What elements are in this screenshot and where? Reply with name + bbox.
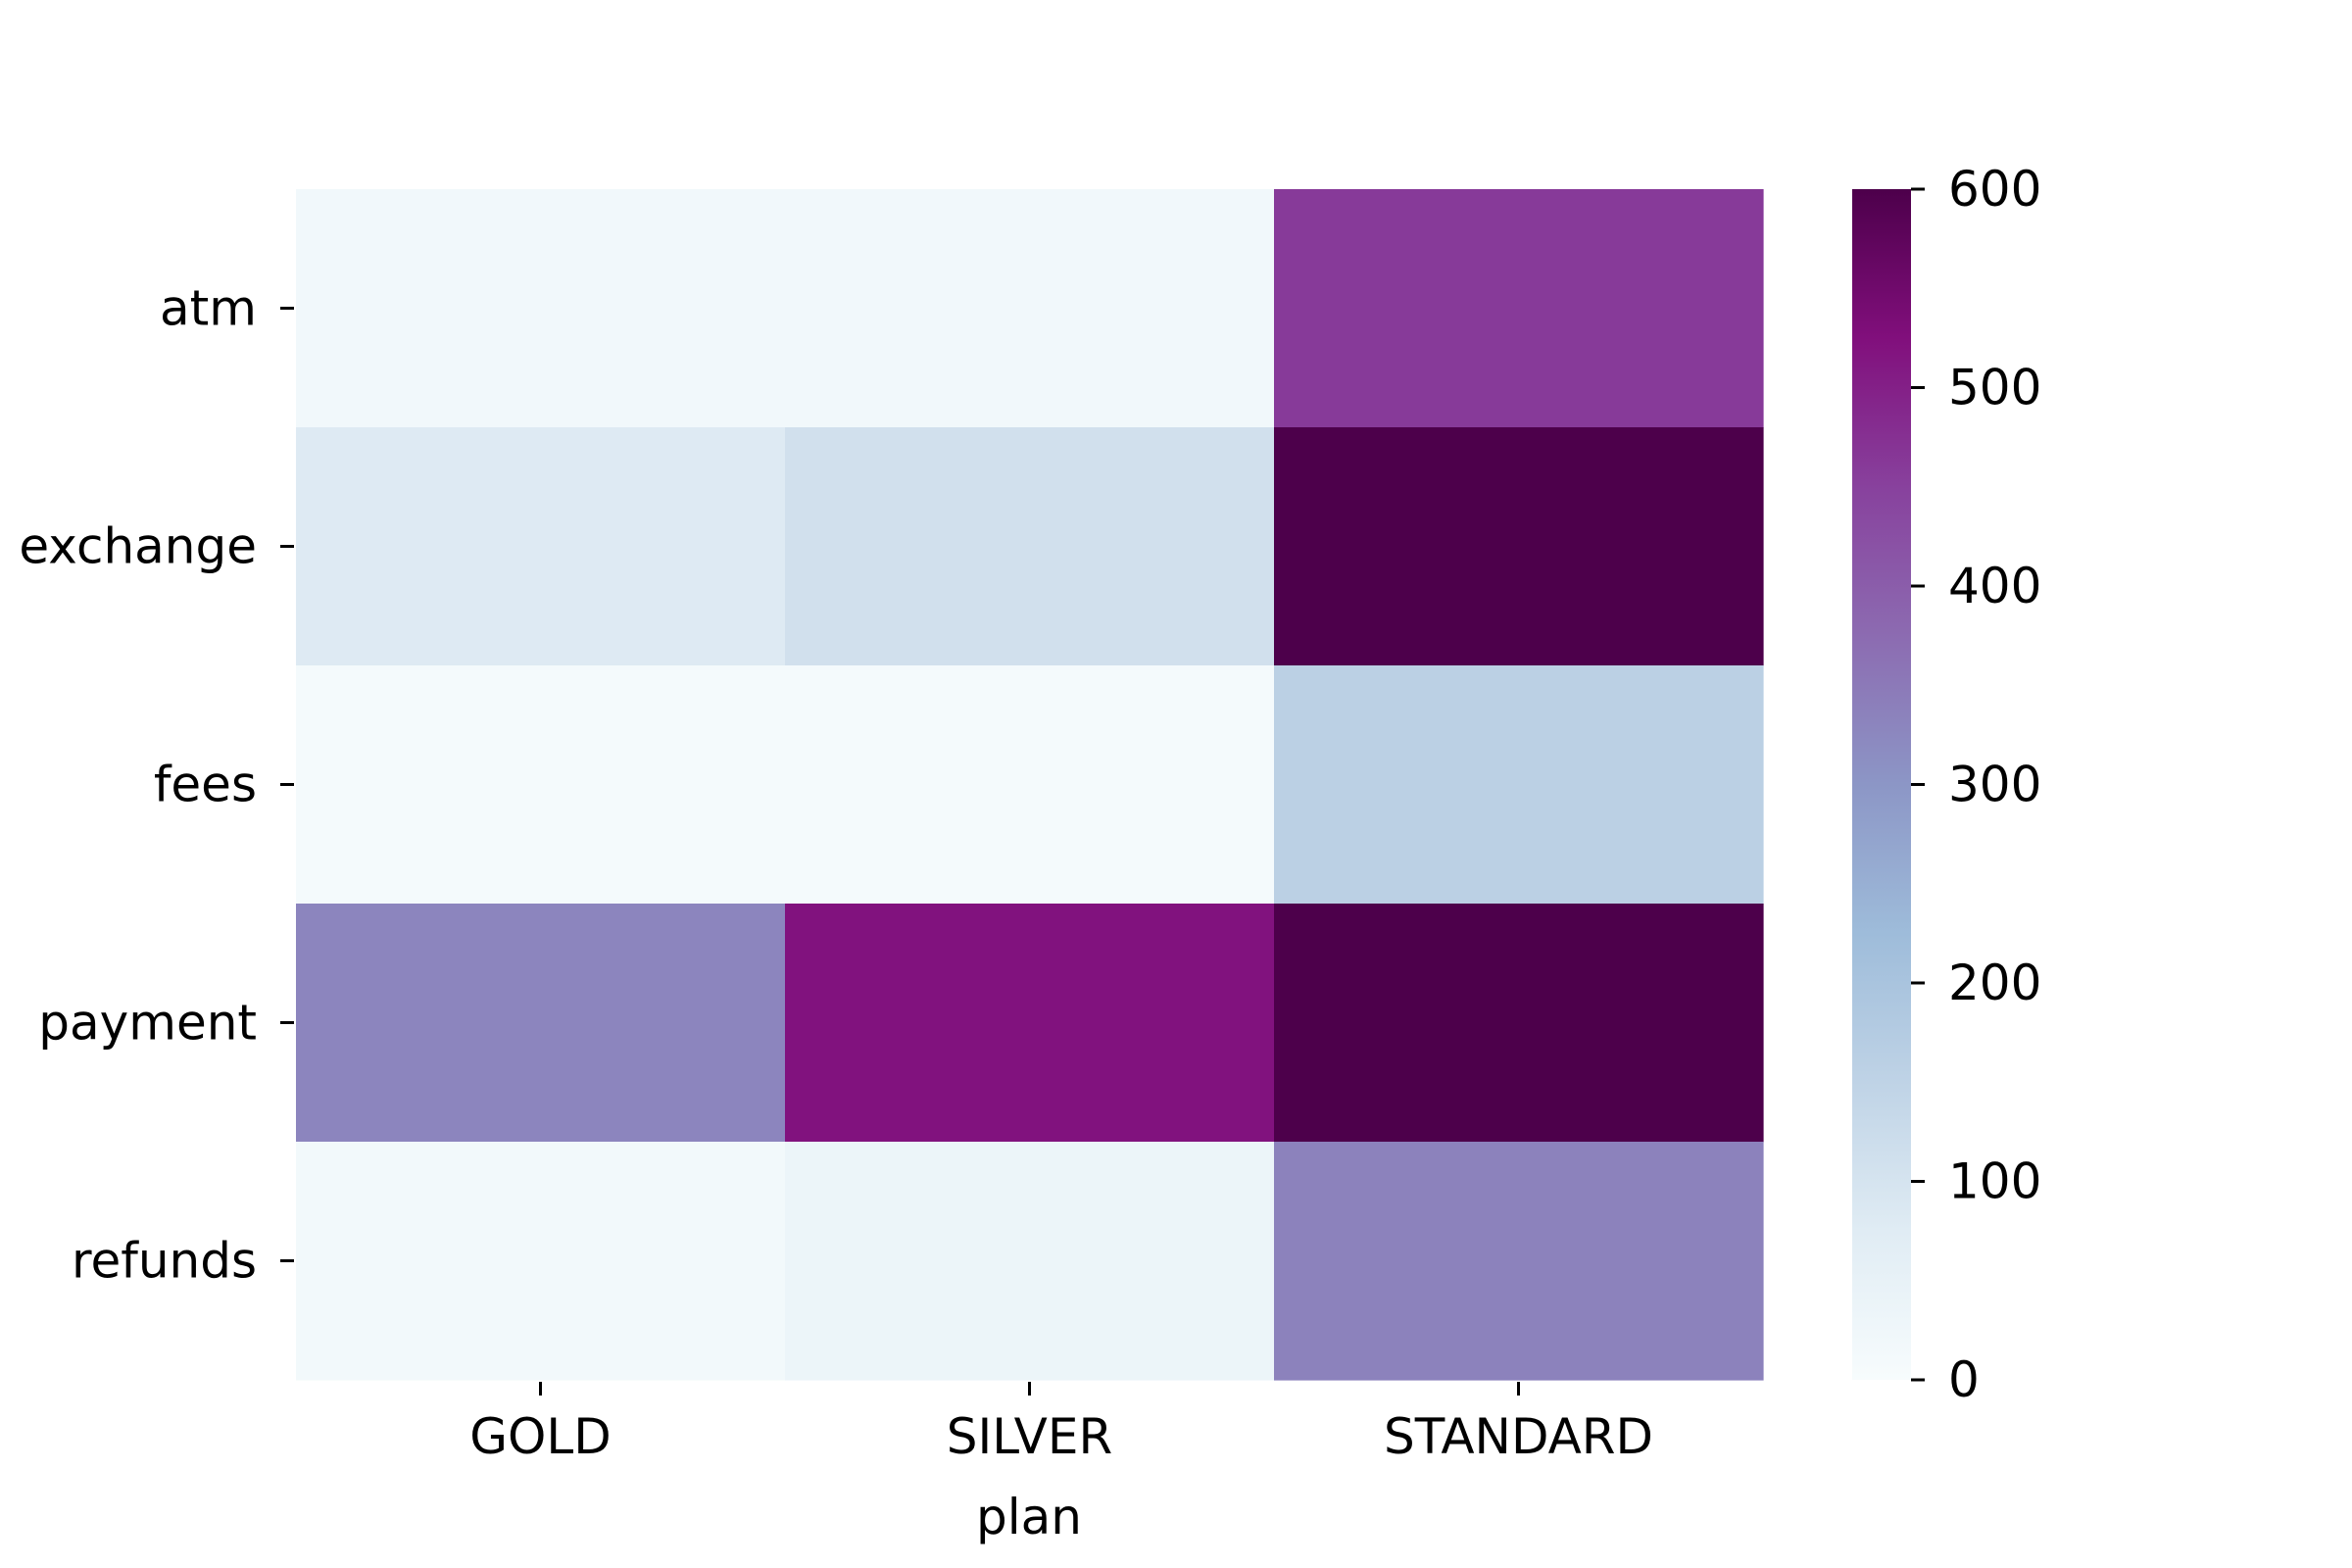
colorbar-tick-label-200: 200	[1948, 955, 2041, 1011]
heatmap-cell-atm-SILVER	[785, 189, 1275, 428]
x-axis: GOLD SILVER STANDARD	[469, 1382, 1653, 1465]
heatmap-cell-exchange-GOLD	[296, 427, 786, 666]
x-axis-label: plan	[976, 1489, 1082, 1545]
heatmap-cell-refunds-GOLD	[296, 1142, 786, 1381]
heatmap-cell-atm-GOLD	[296, 189, 786, 428]
y-tick-label-atm: atm	[160, 280, 257, 337]
heatmap-cell-refunds-SILVER	[785, 1142, 1275, 1381]
heatmap-cell-atm-STANDARD	[1274, 189, 1764, 428]
y-tick-label-exchange: exchange	[19, 518, 257, 575]
heatmap-cell-fees-GOLD	[296, 665, 786, 905]
x-tick-label-gold: GOLD	[469, 1408, 611, 1465]
heatmap-cell-fees-SILVER	[785, 665, 1275, 905]
y-tick-label-refunds: refunds	[72, 1233, 257, 1290]
x-tick-label-standard: STANDARD	[1384, 1408, 1653, 1465]
colorbar-tick-label-600: 600	[1948, 161, 2041, 218]
heatmap-cell-refunds-STANDARD	[1274, 1142, 1764, 1381]
y-axis: atm exchange fees payment refunds	[19, 280, 294, 1290]
heatmap-cells	[296, 189, 1764, 1381]
heatmap-cell-exchange-STANDARD	[1274, 427, 1764, 666]
heatmap-cell-payment-GOLD	[296, 904, 786, 1143]
colorbar-tick-label-100: 100	[1948, 1153, 2041, 1210]
colorbar-tick-label-500: 500	[1948, 360, 2041, 416]
colorbar-tick-label-400: 400	[1948, 558, 2041, 614]
colorbar-gradient	[1852, 189, 1911, 1380]
colorbar: 0 100 200 300 400 500 600	[1852, 161, 2041, 1408]
heatmap-cell-fees-STANDARD	[1274, 665, 1764, 905]
heatmap-cell-exchange-SILVER	[785, 427, 1275, 666]
y-tick-label-payment: payment	[38, 995, 257, 1052]
heatmap-cell-payment-SILVER	[785, 904, 1275, 1143]
colorbar-tick-label-300: 300	[1948, 757, 2041, 813]
colorbar-tick-label-0: 0	[1948, 1351, 1980, 1408]
x-tick-label-silver: SILVER	[947, 1408, 1112, 1465]
heatmap-cell-payment-STANDARD	[1274, 904, 1764, 1143]
y-tick-label-fees: fees	[154, 757, 257, 813]
